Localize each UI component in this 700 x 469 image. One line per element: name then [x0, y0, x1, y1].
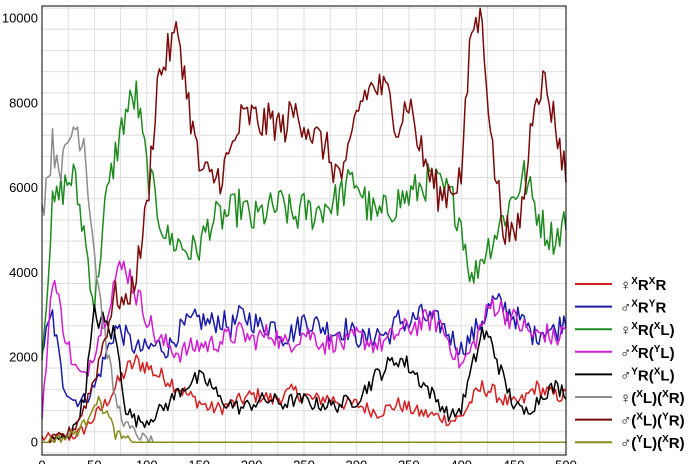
x-tick-label: 50: [87, 458, 101, 464]
x-tick-label: 300: [346, 458, 368, 464]
legend-label: ♂XRYR: [620, 299, 666, 317]
legend-label: ♂(YL)(XR): [620, 434, 685, 452]
x-tick-label: 150: [188, 458, 210, 464]
x-tick-label: 350: [398, 458, 420, 464]
legend: ♀XRXR ♂XRYR ♀XR(XL) ♂XR(YL) ♂YR(XL) ♀(XL)(XR)…: [575, 276, 685, 452]
series-line-6: [42, 7, 567, 444]
series-lines: [41, 7, 567, 444]
x-tick-label: 400: [450, 458, 472, 464]
series-line-7: [42, 395, 566, 444]
series-line-3: [41, 260, 567, 419]
y-tick-label: 10000: [2, 11, 38, 26]
axes: 0 50 100 150 200 250 300 350 400 450 500 0 2000 4000 6…: [2, 11, 577, 469]
series-line-4: [42, 303, 567, 444]
x-tick-label: 500: [555, 458, 577, 464]
x-tick-label: 450: [503, 458, 525, 464]
legend-label: ♀XRXR: [620, 276, 666, 294]
legend-label: ♂XR(YL): [620, 344, 675, 362]
legend-label: ♀XR(XL): [620, 321, 675, 339]
x-tick-label: 100: [136, 458, 158, 464]
y-tick-label: 6000: [9, 180, 38, 195]
y-tick-label: 8000: [9, 95, 38, 110]
series-line-2: [41, 80, 567, 361]
legend-label: ♀(XL)(XR): [620, 389, 685, 407]
y-tick-label: 2000: [9, 350, 38, 365]
y-tick-label: 0: [31, 434, 38, 449]
x-tick-label: 250: [293, 458, 315, 464]
x-tick-label: 0: [38, 458, 45, 464]
plot-frame: [41, 5, 567, 456]
grid: [41, 6, 567, 455]
y-tick-label: 4000: [9, 265, 38, 280]
legend-label: ♂YR(XL): [620, 366, 675, 384]
x-tick-label: 200: [241, 458, 263, 464]
legend-label: ♂(XL)(YR): [620, 412, 685, 430]
